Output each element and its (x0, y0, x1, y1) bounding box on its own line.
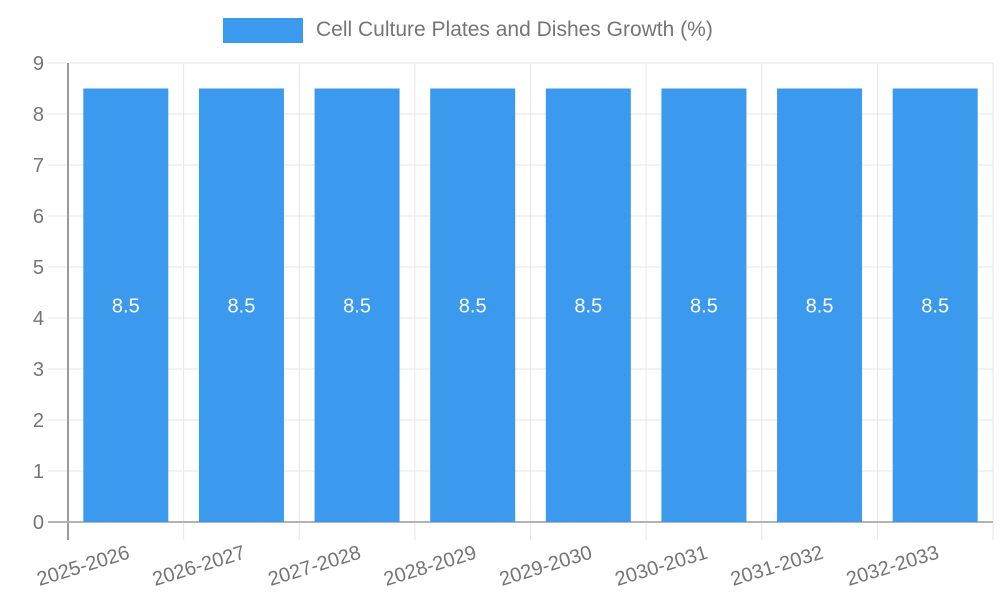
legend-label: Cell Culture Plates and Dishes Growth (%… (316, 18, 713, 41)
y-tick-label: 2 (33, 410, 44, 432)
legend-swatch (223, 17, 303, 43)
bar (314, 88, 400, 522)
y-tick-label: 3 (33, 359, 44, 381)
bar-value-label: 8.5 (921, 295, 949, 317)
x-tick-label: 2028-2029 (381, 542, 479, 591)
x-tick-label: 2026-2027 (150, 542, 248, 591)
bar (661, 88, 747, 522)
y-tick-label: 4 (33, 308, 44, 330)
bar-value-label: 8.5 (228, 295, 256, 317)
legend-item[interactable]: Cell Culture Plates and Dishes Growth (%… (223, 17, 713, 43)
y-tick-label: 6 (33, 206, 44, 228)
bar (430, 88, 516, 522)
bar-value-label: 8.5 (690, 295, 718, 317)
y-tick-label: 0 (33, 512, 44, 534)
y-tick-label: 7 (33, 155, 44, 177)
bar-value-label: 8.5 (459, 295, 487, 317)
y-tick-label: 1 (33, 461, 44, 483)
bar-value-label: 8.5 (806, 295, 834, 317)
x-tick-label: 2027-2028 (266, 542, 364, 591)
y-tick-label: 9 (33, 53, 44, 75)
x-tick-label: 2031-2032 (728, 542, 826, 591)
y-tick-label: 8 (33, 104, 44, 126)
bar (198, 88, 284, 522)
bar-value-label: 8.5 (574, 295, 602, 317)
x-tick-label: 2030-2031 (612, 542, 710, 591)
bar (545, 88, 631, 522)
x-tick-label: 2025-2026 (34, 542, 132, 591)
x-tick-label: 2029-2030 (497, 542, 595, 591)
bar (892, 88, 978, 522)
bar-value-label: 8.5 (343, 295, 371, 317)
x-tick-label: 2032-2033 (844, 542, 942, 591)
bar-value-label: 8.5 (112, 295, 140, 317)
bar (83, 88, 169, 522)
y-tick-label: 5 (33, 257, 44, 279)
bar (777, 88, 863, 522)
